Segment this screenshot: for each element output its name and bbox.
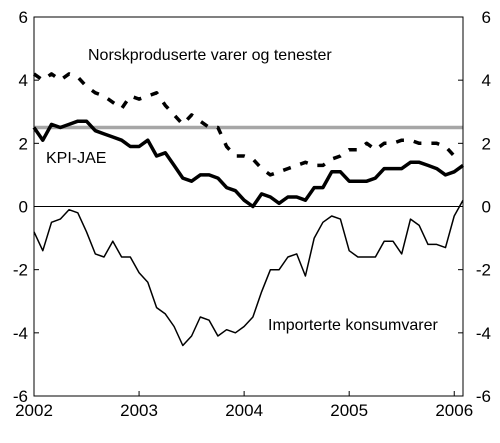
- y-tick-label-right: -6: [476, 387, 491, 406]
- y-tick-label-right: 0: [482, 198, 491, 217]
- y-tick-label-right: -4: [476, 324, 491, 343]
- y-tick-label-right: 2: [482, 134, 491, 153]
- y-tick-label-left: -6: [13, 387, 28, 406]
- x-tick-label: 2005: [330, 401, 368, 420]
- y-tick-label-right: 4: [482, 71, 491, 90]
- series-label-norskproduserte: Norskproduserte varer og tenester: [88, 47, 332, 64]
- y-tick-label-right: 6: [482, 8, 491, 27]
- x-tick-label: 2003: [120, 401, 158, 420]
- y-tick-label-left: 6: [19, 8, 28, 27]
- y-tick-label-left: -4: [13, 324, 28, 343]
- y-tick-label-left: 0: [19, 198, 28, 217]
- series-line-kpi-jae: [32, 119, 465, 209]
- series-lines: [32, 72, 465, 347]
- y-tick-label-left: 2: [19, 134, 28, 153]
- series-line-importerte: [33, 199, 464, 347]
- series-label-importerte: Importerte konsumvarer: [268, 317, 439, 334]
- series-label-kpi-jae: KPI-JAE: [46, 150, 106, 167]
- y-tick-label-right: -2: [476, 261, 491, 280]
- y-tick-label-left: -2: [13, 261, 28, 280]
- y-tick-label-left: 4: [19, 71, 28, 90]
- axis-ticks: [33, 16, 463, 397]
- x-tick-label: 2006: [435, 401, 473, 420]
- reference-lines: [34, 125, 463, 207]
- x-tick-label: 2004: [225, 401, 263, 420]
- tick-labels: -6 -6 -4 -4 -2 -2 0 0 2 2 4 4 6 6 2002 2003 2004 2005 2006: [13, 8, 491, 420]
- x-tick-label: 2002: [15, 401, 53, 420]
